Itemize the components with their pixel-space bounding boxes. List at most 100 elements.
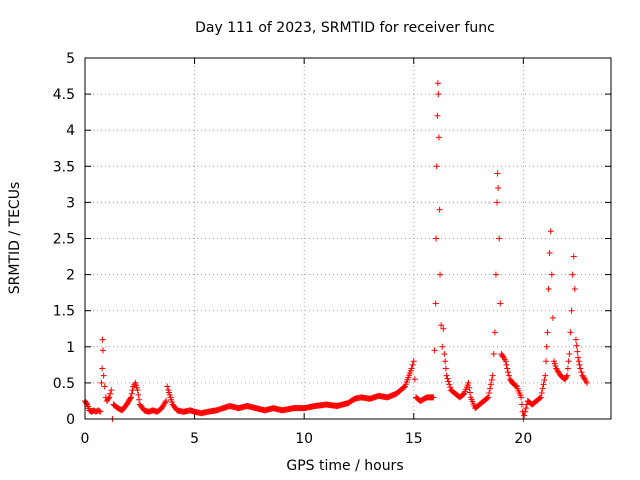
data-point: [568, 307, 575, 314]
data-point: [101, 383, 108, 390]
y-tick-label: 4.5: [53, 87, 75, 103]
data-point: [545, 286, 552, 293]
data-point: [97, 408, 104, 415]
data-point: [565, 358, 572, 365]
data-point: [106, 394, 113, 401]
x-axis-label: GPS time / hours: [286, 458, 403, 474]
data-point: [542, 372, 549, 379]
data-point: [522, 408, 529, 415]
data-point: [490, 351, 497, 358]
data-point: [487, 381, 494, 388]
x-tick-label: 10: [295, 431, 313, 447]
data-point: [540, 381, 547, 388]
y-tick-label: 0.5: [53, 376, 75, 392]
data-point: [99, 365, 106, 372]
data-point: [96, 408, 103, 415]
data-point: [410, 358, 417, 365]
data-point: [430, 394, 437, 401]
data-point: [439, 343, 446, 350]
data-point: [163, 397, 170, 404]
data-point: [548, 271, 555, 278]
data-point: [571, 286, 578, 293]
data-point: [578, 369, 585, 376]
data-point: [99, 347, 106, 354]
data-point: [135, 391, 142, 398]
data-point: [537, 394, 544, 401]
data-point: [494, 199, 501, 206]
y-tick-label: 3: [66, 195, 75, 211]
grid: [85, 58, 611, 419]
data-point: [575, 354, 582, 361]
y-tick-label: 0: [66, 412, 75, 428]
data-point: [128, 394, 135, 401]
data-point: [502, 358, 509, 365]
data-point: [563, 373, 570, 380]
data-point: [162, 399, 169, 406]
data-point: [543, 343, 550, 350]
data-point: [564, 372, 571, 379]
data-point: [574, 348, 581, 355]
data-point: [437, 271, 444, 278]
data-point: [98, 379, 105, 386]
data-point: [435, 134, 442, 141]
data-point: [504, 365, 511, 372]
data-point: [521, 412, 528, 419]
data-point: [134, 387, 141, 394]
data-point: [577, 365, 584, 372]
y-tick-label: 2.5: [53, 232, 75, 248]
data-point: [569, 271, 576, 278]
data-point: [432, 300, 439, 307]
y-ticks: 0 0.5 1 1.5 2 2.5 3 3.5 4 4.5 5: [53, 51, 611, 428]
data-point: [442, 358, 449, 365]
data-point: [438, 322, 445, 329]
data-point: [570, 253, 577, 260]
data-point: [536, 395, 543, 402]
data-point: [444, 375, 451, 382]
x-tick-label: 0: [81, 431, 90, 447]
data-point: [497, 300, 504, 307]
data-point: [487, 385, 494, 392]
data-point: [504, 369, 511, 376]
data-point: [164, 383, 171, 390]
data-point: [465, 379, 472, 386]
x-tick-label: 15: [405, 431, 423, 447]
data-point: [518, 394, 525, 401]
data-point: [467, 389, 474, 396]
y-tick-label: 4: [66, 123, 75, 139]
data-point: [446, 381, 453, 388]
x-tick-label: 5: [190, 431, 199, 447]
data-point: [99, 336, 106, 343]
x-tick-label: 20: [514, 431, 532, 447]
data-point: [564, 365, 571, 372]
data-point: [129, 387, 136, 394]
data-point: [445, 378, 452, 385]
data-point: [100, 372, 107, 379]
y-axis-label: SRMTID / TECUs: [7, 182, 23, 295]
y-tick-label: 1: [66, 340, 75, 356]
data-point: [522, 405, 529, 412]
data-point: [128, 390, 135, 397]
data-point: [495, 184, 502, 191]
y-tick-label: 5: [66, 51, 75, 67]
data-point: [566, 351, 573, 358]
data-point: [549, 314, 556, 321]
data-point: [538, 390, 545, 397]
data-point: [447, 384, 454, 391]
data-point: [409, 361, 416, 368]
data-point: [486, 390, 493, 397]
data-point: [580, 375, 587, 382]
data-point: [494, 170, 501, 177]
data-point: [488, 377, 495, 384]
data-point: [489, 372, 496, 379]
data-point: [443, 372, 450, 379]
data-point: [105, 395, 112, 402]
data-point: [442, 365, 449, 372]
data-point: [542, 358, 549, 365]
data-point: [435, 91, 442, 98]
data-point: [127, 395, 134, 402]
data-point: [499, 353, 506, 360]
data-point: [544, 329, 551, 336]
data-point: [440, 325, 447, 332]
data-point: [573, 342, 580, 349]
data-point: [541, 377, 548, 384]
